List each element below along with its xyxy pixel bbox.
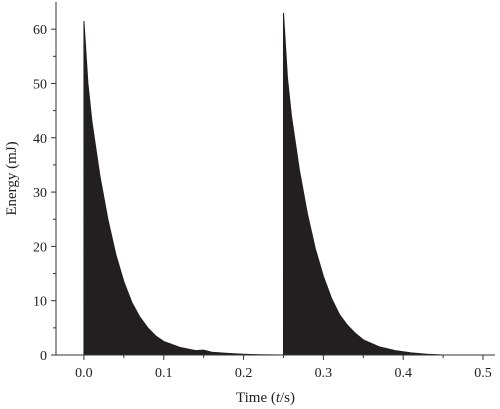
- y-tick-label: 20: [33, 240, 47, 255]
- y-tick-label: 30: [33, 186, 47, 201]
- y-tick-label: 50: [33, 77, 47, 92]
- y-tick-label: 0: [40, 349, 47, 364]
- y-tick-label: 10: [33, 295, 47, 310]
- x-tick-label: 0.5: [474, 366, 492, 381]
- x-axis-title: Time (t/s): [236, 390, 295, 406]
- x-tick-label: 0.1: [155, 366, 173, 381]
- series-2-area: [282, 12, 444, 356]
- y-axis-title: Energy (mJ): [4, 141, 20, 215]
- x-tick-label: 0.2: [235, 366, 253, 381]
- axes: [55, 2, 495, 356]
- series-1-area: [83, 20, 284, 356]
- y-tick-label: 40: [33, 132, 47, 147]
- x-tick-label: 0.3: [315, 366, 333, 381]
- y-tick-label: 60: [33, 23, 47, 38]
- ticks: 0.0 0.1 0.2 0.3 0.4 0.5 0 10 20 30 40 50 60: [33, 23, 492, 381]
- x-tick-label: 0.0: [75, 366, 93, 381]
- series-areas: [83, 12, 444, 356]
- x-tick-label: 0.4: [394, 366, 412, 381]
